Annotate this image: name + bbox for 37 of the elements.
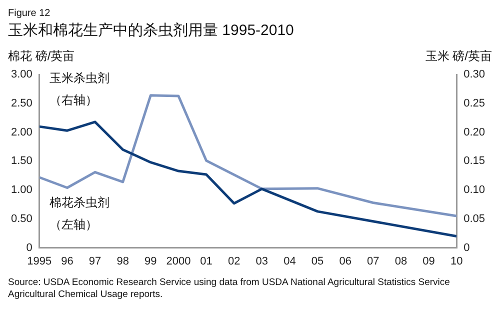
y-axis-title: 棉花 磅/英亩 — [8, 48, 75, 65]
x-tick-label: 98 — [116, 255, 129, 268]
x-tick-label: 07 — [367, 255, 380, 268]
x-tick-label: 01 — [200, 255, 212, 268]
y-tick-label: 1.00 — [10, 184, 32, 196]
series-label: 棉花杀虫剂（左轴） — [49, 196, 110, 232]
x-tick-label: 09 — [422, 255, 435, 268]
y-tick-label: 0.50 — [10, 212, 32, 225]
y2-tick-label: 0 — [464, 242, 470, 254]
y-tick-label: 0 — [26, 242, 32, 254]
x-tick-label: 97 — [88, 255, 102, 268]
x-tick-label: 10 — [450, 255, 463, 268]
x-tick-label: 05 — [311, 255, 324, 268]
y2-tick-label: 0.15 — [464, 155, 486, 168]
x-tick-label: 96 — [61, 255, 74, 268]
y2-tick-label: 0.30 — [464, 68, 486, 81]
y2-tick-label: 0.20 — [464, 126, 486, 138]
x-tick-label: 1995 — [27, 255, 52, 268]
x-tick-label: 99 — [144, 255, 157, 268]
y-tick-label: 2.00 — [10, 126, 32, 138]
x-tick-label: 06 — [339, 255, 352, 268]
x-tick-label: 04 — [284, 255, 296, 268]
y-tick-label: 3.00 — [10, 68, 32, 81]
x-tick-label: 02 — [228, 255, 240, 268]
source-note: Source: USDA Economic Research Service using data from USDA National Agricultural Statistics Service Agricultural Chemical Usage reports. — [8, 277, 451, 302]
chart-subtitle: Figure 12 — [8, 8, 52, 19]
x-tick-label: 2000 — [166, 255, 191, 268]
chart-title: 玉米和棉花生产中的杀虫剂用量 1995-2010 — [8, 21, 295, 40]
series-label: 玉米杀虫剂（右轴） — [49, 70, 110, 107]
y-tick-label: 2.50 — [10, 98, 32, 110]
y2-axis-title: 玉米 磅/英亩 — [425, 48, 492, 65]
y2-tick-label: 0.25 — [464, 98, 486, 110]
y2-tick-label: 0.05 — [464, 212, 486, 225]
x-tick-label: 03 — [256, 255, 268, 268]
y2-tick-label: 0.10 — [464, 184, 486, 196]
x-tick-label: 08 — [394, 255, 408, 268]
y-tick-label: 1.50 — [10, 155, 32, 168]
